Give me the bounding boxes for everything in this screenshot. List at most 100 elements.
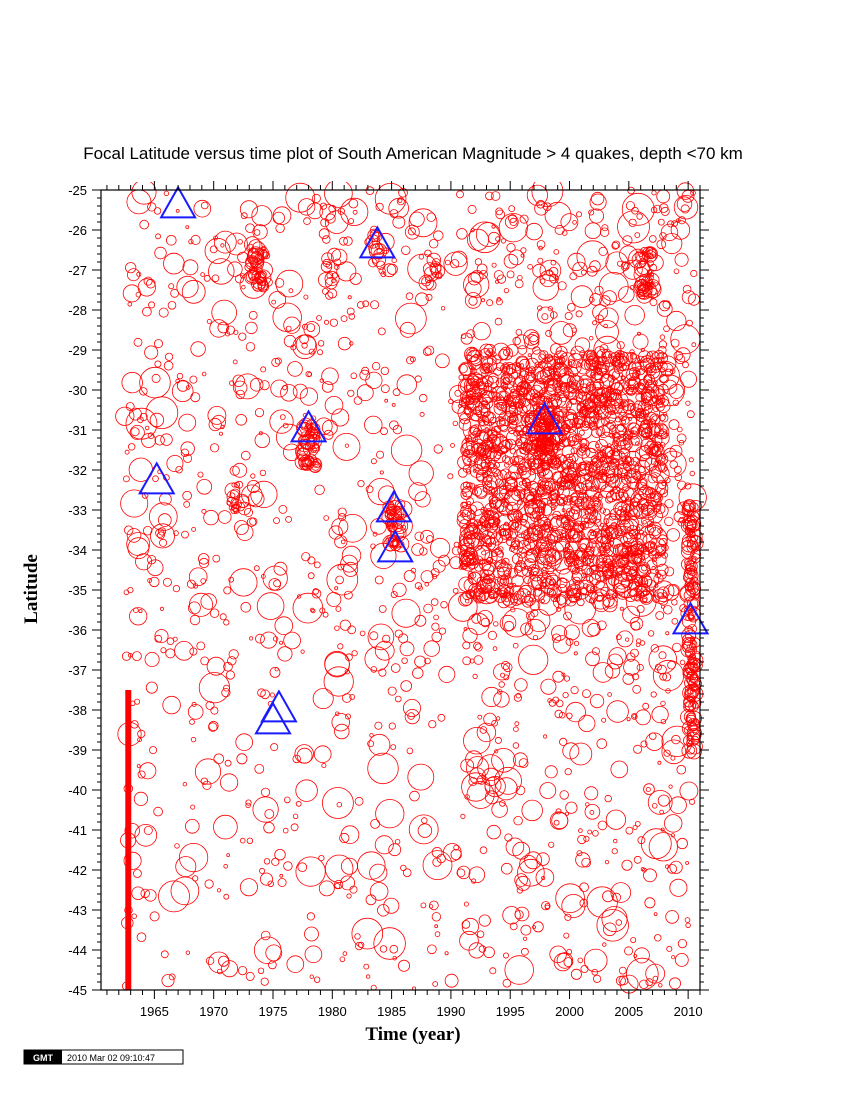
quake-point	[382, 634, 391, 643]
quake-point	[468, 296, 478, 306]
quake-point	[444, 259, 451, 266]
quake-point	[651, 395, 660, 404]
quake-point	[681, 742, 698, 759]
quake-point	[658, 340, 668, 349]
quake-point	[460, 813, 466, 820]
quake-point	[670, 220, 691, 240]
quake-point	[602, 597, 618, 613]
quake-point	[646, 439, 657, 449]
quake-point	[637, 355, 645, 364]
quake-point	[305, 426, 318, 440]
quake-point	[617, 351, 622, 356]
quake-point	[605, 473, 620, 488]
quake-point	[478, 389, 493, 405]
quake-point	[495, 362, 505, 372]
quake-point	[188, 567, 208, 587]
quake-point	[363, 963, 370, 970]
quake-point	[241, 450, 251, 461]
quake-point	[576, 240, 609, 273]
quake-point	[307, 572, 315, 580]
quake-point	[564, 541, 579, 555]
quake-point	[250, 251, 263, 263]
quake-point	[301, 342, 308, 349]
quake-point	[617, 404, 623, 410]
quake-point	[364, 646, 390, 672]
quake-point	[466, 228, 489, 251]
quake-point	[442, 843, 462, 862]
quake-point	[601, 403, 608, 411]
quake-point	[572, 417, 584, 429]
quake-point	[685, 400, 691, 406]
quake-point	[313, 745, 332, 763]
quake-point	[154, 360, 162, 368]
quake-point	[168, 973, 176, 981]
quake-point	[459, 362, 473, 376]
quake-point	[666, 310, 687, 332]
quake-point	[597, 425, 610, 438]
quake-point	[255, 633, 265, 644]
quake-point	[254, 432, 270, 449]
quake-point	[500, 238, 507, 244]
quake-point	[498, 681, 505, 688]
quake-point	[495, 209, 506, 220]
quake-point	[655, 544, 667, 555]
quake-point	[171, 380, 194, 403]
quake-point	[208, 722, 218, 732]
quake-point	[308, 348, 315, 355]
quake-point	[451, 546, 461, 556]
quake-point	[561, 508, 566, 513]
quake-point	[494, 317, 503, 326]
quake-point	[187, 704, 204, 720]
quake-point	[337, 507, 347, 517]
quake-point	[577, 464, 590, 477]
quake-point	[320, 261, 333, 273]
quake-point	[686, 319, 693, 327]
quake-point	[283, 334, 297, 348]
quake-point	[592, 304, 608, 321]
quake-point	[610, 355, 621, 367]
gmt-logo-text: GMT	[33, 1053, 53, 1063]
quake-point	[196, 478, 213, 495]
quake-point	[499, 346, 514, 361]
quake-point	[333, 879, 344, 890]
quake-point	[358, 941, 365, 949]
quake-point	[412, 667, 424, 679]
quake-point	[253, 565, 260, 572]
quake-point	[589, 693, 605, 709]
quake-point	[337, 336, 352, 351]
quake-point	[176, 372, 184, 380]
quake-point	[427, 944, 437, 955]
quake-point	[634, 232, 641, 239]
quake-point	[340, 315, 348, 323]
quake-point	[664, 499, 674, 509]
quake-point	[561, 525, 576, 540]
quake-point	[478, 269, 488, 279]
quake-point	[554, 224, 565, 235]
quake-point	[633, 744, 643, 754]
quake-point	[319, 202, 327, 210]
quake-point	[551, 457, 562, 468]
quake-point	[466, 482, 473, 489]
quake-point	[249, 636, 254, 641]
quake-point	[517, 858, 545, 887]
quake-point	[647, 444, 659, 456]
quake-point	[657, 586, 670, 599]
quake-point	[145, 396, 179, 430]
quake-point	[561, 445, 575, 459]
quake-point	[576, 378, 592, 394]
quake-point	[656, 501, 663, 508]
quake-point	[180, 448, 190, 457]
quake-point	[577, 383, 591, 397]
quake-point	[325, 291, 334, 300]
quake-point	[566, 948, 573, 955]
quake-point	[260, 689, 270, 700]
quake-point	[553, 350, 568, 365]
quake-point	[213, 753, 225, 765]
quake-point	[265, 944, 283, 962]
quake-point	[297, 198, 316, 216]
quake-point	[306, 323, 316, 333]
quake-point	[311, 443, 321, 453]
quake-point	[667, 864, 677, 874]
quake-point	[323, 319, 329, 325]
quake-point	[523, 487, 538, 502]
